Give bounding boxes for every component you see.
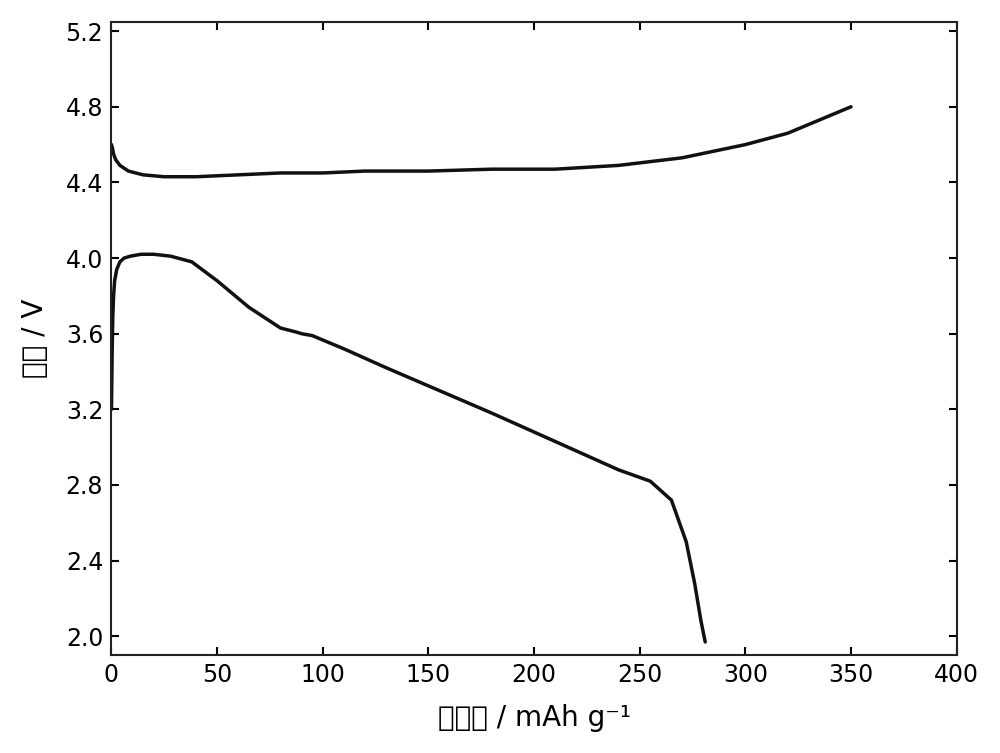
Y-axis label: 电压 / V: 电压 / V xyxy=(21,299,49,378)
X-axis label: 比容量 / mAh g⁻¹: 比容量 / mAh g⁻¹ xyxy=(438,704,631,732)
